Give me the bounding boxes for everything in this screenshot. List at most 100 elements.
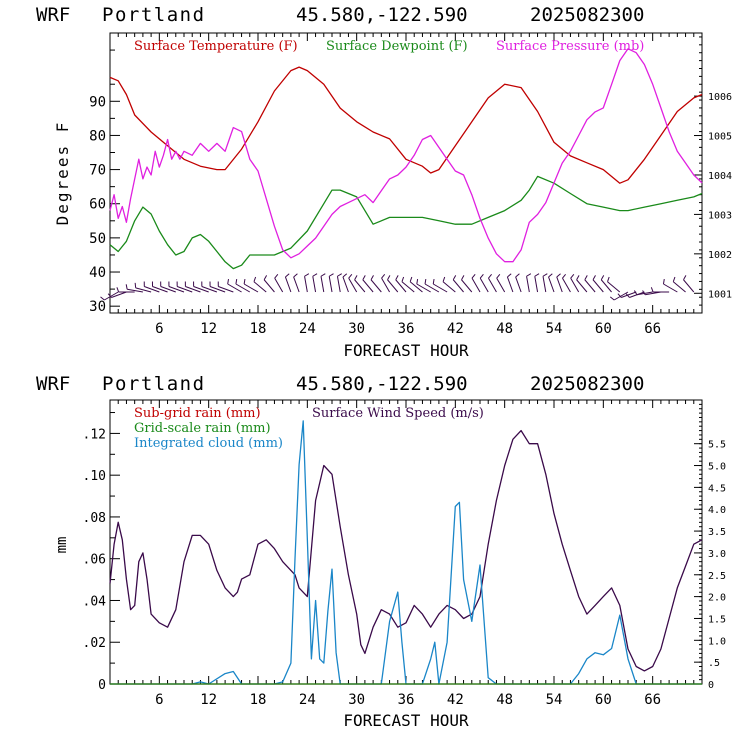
wind-barb-staff [304, 276, 308, 293]
wind-barb-staff [479, 277, 489, 293]
p1-ytick-label: 70 [89, 163, 106, 179]
legend-integrated-cloud: Integrated cloud (mm) [134, 436, 283, 451]
wind-barb-staff [177, 286, 193, 293]
wind-barb-staff [395, 279, 407, 293]
wind-barb-staff [193, 286, 209, 293]
wind-barb-flag [342, 273, 348, 278]
wind-barb-flag [542, 273, 548, 277]
wind-barb-staff [424, 283, 440, 293]
wind-barb-staff [284, 276, 292, 293]
wind-barb-flag [395, 275, 399, 280]
wind-barb-staff [461, 279, 473, 293]
p2-xtick-label: 6 [155, 692, 163, 708]
p2-y2tick-label: 1.0 [708, 636, 726, 647]
p1-ytick-label: 40 [89, 265, 106, 281]
wind-barb-flag [387, 275, 391, 280]
wind-barb-flag [526, 273, 532, 277]
panel2-ylabel: mm [54, 537, 70, 554]
wind-barb-staff [168, 286, 185, 293]
wind-barb-staff [515, 276, 522, 293]
wind-barb-flag [285, 273, 290, 278]
wind-barb-staff [409, 281, 423, 293]
p2-ytick-label: .08 [83, 511, 106, 526]
wind-barb-staff [562, 277, 571, 293]
wind-barb-staff [253, 281, 267, 293]
p2-y2tick-label: 5.0 [708, 462, 726, 473]
panel2-coords: 45.580,-122.590 [296, 373, 468, 395]
legend-temperature: Surface Temperature (F) [134, 39, 298, 54]
p2-y2tick-label: 5.5 [708, 440, 726, 451]
wind-barb-flag [672, 276, 676, 282]
p2-y2tick-label: 4.5 [708, 483, 726, 494]
wind-barb-staff [442, 281, 456, 293]
wind-barb-staff [534, 276, 539, 293]
wind-barb-staff [227, 283, 242, 293]
wind-barb-flag [134, 282, 137, 288]
p1-xtick-label: 6 [155, 321, 163, 337]
p1-xtick-label: 12 [200, 321, 217, 337]
panel2-location: Portland [102, 373, 206, 395]
wind-barb-flag [471, 273, 476, 279]
p1-xtick-label: 54 [546, 321, 563, 337]
p2-y2tick-label: 3.5 [708, 527, 726, 538]
wind-barb-flag [312, 273, 318, 277]
wind-barb-staff [570, 277, 580, 293]
surface-dewpoint-f-line [109, 175, 703, 270]
wind-barb-flag [576, 275, 580, 280]
wind-barb-staff [672, 281, 686, 293]
panel2-xlabel: FORECAST HOUR [343, 711, 469, 730]
panel1-series [109, 48, 703, 270]
wind-barb-flag [263, 275, 268, 280]
panel1-coords: 45.580,-122.590 [296, 4, 468, 26]
p2-ytick-label: .02 [83, 636, 106, 651]
wind-barb-flag [370, 275, 374, 280]
wind-barb-staff [218, 286, 234, 293]
wind-barb-flag [416, 278, 419, 285]
wind-barb-staff [548, 276, 555, 293]
wind-barb-staff [274, 277, 284, 293]
wind-barb-staff [336, 276, 341, 293]
wind-barb-staff [144, 286, 160, 293]
wind-barb-flag [625, 293, 630, 298]
wind-barb-flag [633, 290, 638, 296]
wind-barb-flag [100, 296, 105, 301]
wind-barb-staff [488, 277, 497, 293]
wind-barb-flag [650, 287, 654, 293]
wind-barb-flag [293, 273, 298, 278]
wind-barb-staff [452, 279, 464, 293]
panel1-run: 2025082300 [530, 4, 644, 26]
wind-barb-staff [135, 287, 152, 293]
p2-ytick-label: .12 [83, 427, 106, 442]
integrated-cloud-mm-line [110, 420, 702, 685]
wind-barb-staff [235, 283, 251, 293]
wind-barb-flag [600, 275, 605, 280]
temperature-panel: WRF Portland 45.580,-122.590 2025082300 … [36, 4, 732, 360]
wind-barb-staff [401, 281, 415, 293]
wind-barb-flag [609, 296, 615, 301]
wind-barb-flag [401, 276, 405, 282]
p2-ytick-label: .06 [83, 553, 106, 568]
wind-barb-flag [304, 273, 310, 277]
wind-barb-staff [160, 286, 176, 293]
legend-pressure: Surface Pressure (mb) [496, 39, 644, 54]
wind-barb-staff [542, 276, 547, 293]
p1-xtick-label: 66 [644, 321, 661, 337]
p2-xtick-label: 18 [250, 692, 267, 708]
wind-barb-flag [556, 273, 561, 278]
p2-y2tick-label: 2.0 [708, 593, 726, 604]
wind-barb-flag [362, 275, 366, 280]
panel1-ticks: 6 12 18 24 30 36 42 48 54 60 66 30 40 50 60 70 80 90 1001 1… [89, 33, 732, 337]
wind-barb-flag [617, 293, 622, 298]
p1-y2tick-label: 1002 [708, 250, 732, 261]
p2-xtick-label: 24 [299, 692, 316, 708]
p1-xtick-label: 18 [250, 321, 267, 337]
wind-barb-staff [201, 286, 218, 293]
wind-barb-staff [416, 283, 431, 293]
legend-subgrid-rain: Sub-grid rain (mm) [134, 406, 261, 421]
legend-wind-speed: Surface Wind Speed (m/s) [312, 406, 484, 421]
wind-barb-flag [496, 273, 501, 279]
wind-barb-flag [683, 275, 687, 280]
wind-barb-flag [235, 278, 238, 285]
wind-barb-staff [312, 276, 317, 293]
